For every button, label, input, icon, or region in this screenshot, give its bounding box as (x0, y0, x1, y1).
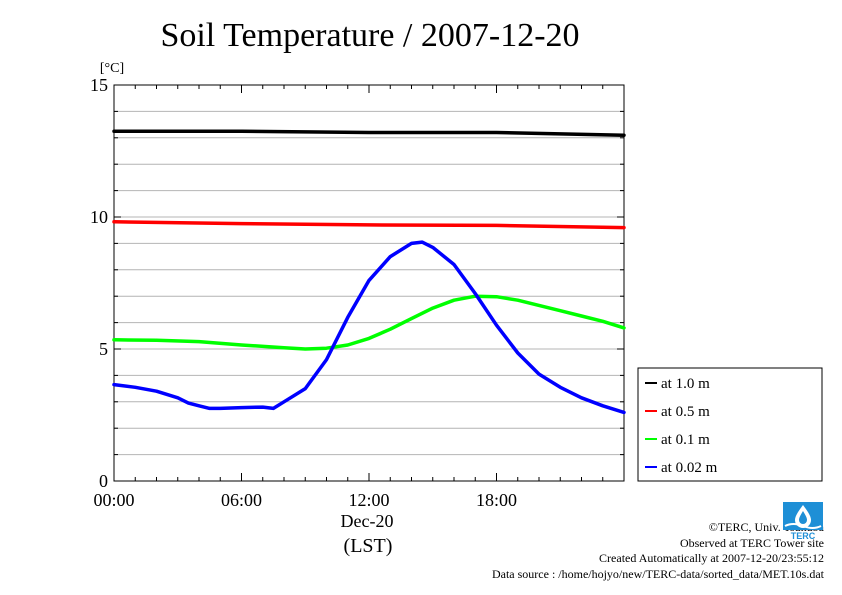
legend-label: at 1.0 m (661, 376, 710, 392)
chart-title: Soil Temperature / 2007-12-20 (160, 17, 579, 54)
series-line-4 (112, 240, 626, 415)
x-axis-tick-labels: 00:00 06:00 12:00 18:00 (93, 490, 517, 510)
axis-ticks (113, 84, 625, 482)
series-line-3 (112, 294, 626, 351)
series-line-2 (112, 220, 626, 230)
credits: ©TERC, Univ. Tsukuba Observed at TERC To… (492, 520, 824, 582)
y-tick-label: 15 (90, 75, 108, 95)
x-tick-label: 12:00 (348, 490, 389, 510)
series-line-1 (112, 129, 626, 137)
legend-box (637, 367, 823, 482)
y-tick-label: 10 (90, 207, 108, 227)
x-tick-label: 06:00 (221, 490, 262, 510)
x-axis-label: (LST) (344, 535, 393, 557)
y-tick-label: 5 (99, 339, 108, 359)
y-tick-label: 0 (99, 471, 108, 491)
copyright-text: ©TERC, Univ. Tsukuba (708, 520, 824, 534)
site-text: Observed at TERC Tower site (679, 535, 824, 550)
legend: at 1.0 m at 0.5 m at 0.1 m at 0.02 m (637, 367, 823, 482)
legend-label: at 0.1 m (661, 432, 710, 448)
legend-label: at 0.5 m (661, 404, 710, 420)
y-axis-unit-label: [°C] (100, 61, 124, 76)
y-axis-tick-labels: 0 5 10 15 (90, 75, 108, 491)
terc-logo-icon: TERC (783, 502, 823, 540)
series-lines (112, 129, 626, 415)
legend-label: at 0.02 m (661, 460, 718, 476)
created-text: Created Automatically at 2007-12-20/23:5… (599, 551, 824, 565)
x-axis-date-label: Dec-20 (341, 511, 394, 531)
grid (114, 110, 624, 456)
logo-text: TERC (791, 531, 816, 540)
x-tick-label: 00:00 (93, 490, 134, 510)
source-text: Data source : /home/hojyo/new/TERC-data/… (491, 566, 824, 581)
x-tick-label: 18:00 (476, 490, 517, 510)
